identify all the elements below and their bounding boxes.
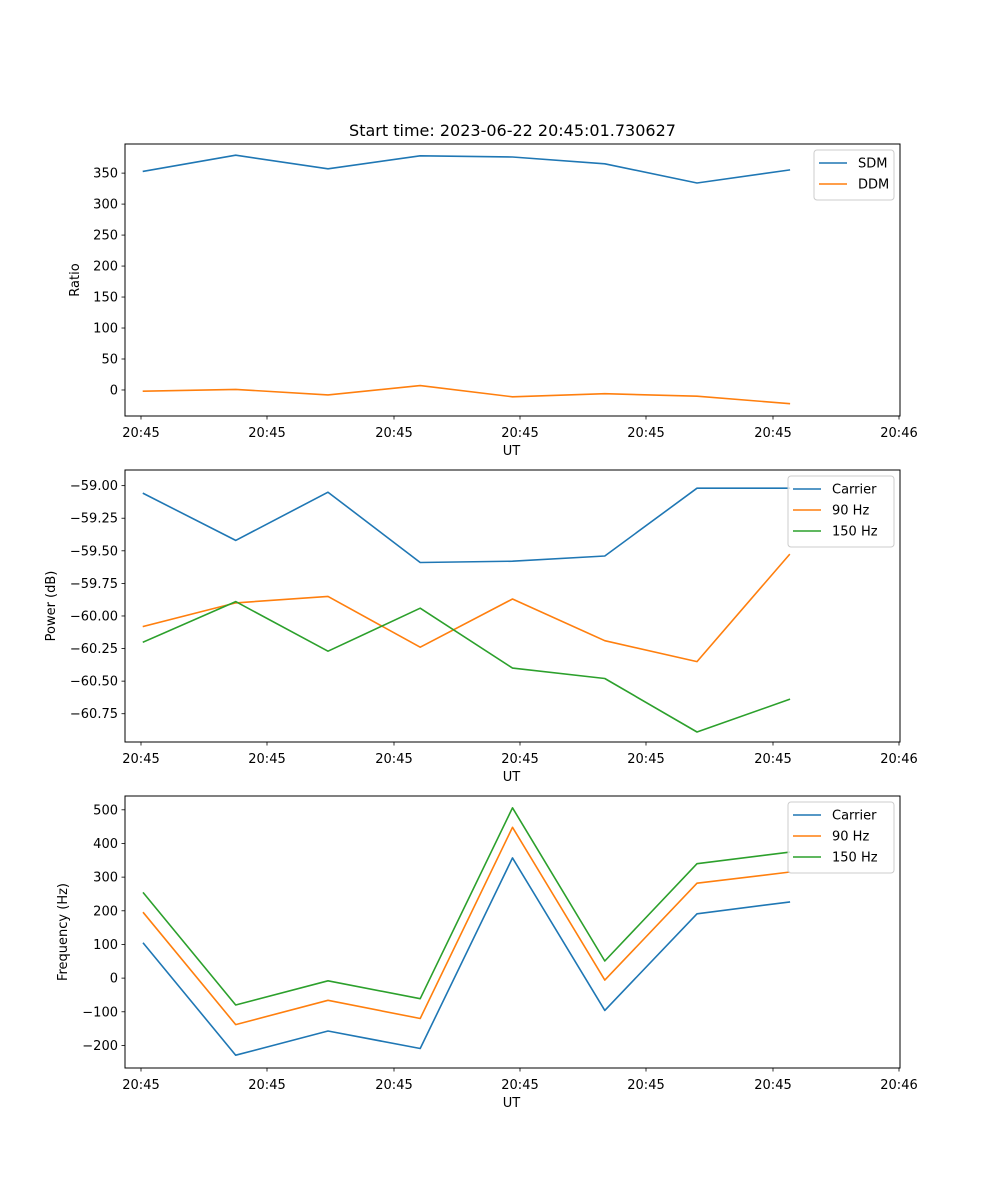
y-axis-label: Ratio xyxy=(68,263,83,296)
y-tick-label: 0 xyxy=(110,383,118,398)
x-tick-label: 20:45 xyxy=(627,426,664,441)
legend-label: 90 Hz xyxy=(832,504,869,519)
x-axis-label: UT xyxy=(503,444,521,459)
x-tick-label: 20:45 xyxy=(501,1078,538,1093)
y-tick-label: −60.75 xyxy=(70,707,118,722)
y-tick-label: −59.00 xyxy=(70,479,118,494)
y-tick-label: −200 xyxy=(82,1039,118,1054)
x-axis-label: UT xyxy=(503,1096,521,1111)
y-tick-label: −60.00 xyxy=(70,609,118,624)
legend: Carrier 90 Hz 150 Hz xyxy=(787,801,895,874)
series-line-sdm xyxy=(142,154,791,184)
legend-label: Carrier xyxy=(832,483,877,498)
x-tick-label: 20:45 xyxy=(501,426,538,441)
axes-frame xyxy=(124,469,901,743)
y-tick-label: 100 xyxy=(93,938,118,953)
legend-label: 90 Hz xyxy=(832,830,869,845)
x-tick-label: 20:45 xyxy=(501,752,538,767)
x-tick-label: 20:45 xyxy=(248,426,285,441)
series-line-90-hz xyxy=(142,553,791,663)
y-axis-label: Frequency (Hz) xyxy=(56,883,71,981)
series-line-90-hz xyxy=(142,826,791,1026)
x-tick-label: 20:45 xyxy=(375,426,412,441)
x-tick-label: 20:45 xyxy=(122,752,159,767)
x-axis-label: UT xyxy=(503,770,521,785)
y-tick-label: −59.50 xyxy=(70,544,118,559)
y-tick-label: 250 xyxy=(93,229,118,244)
x-tick-label: 20:45 xyxy=(627,752,664,767)
y-tick-label: −59.75 xyxy=(70,577,118,592)
legend-label: 150 Hz xyxy=(832,525,878,540)
series-line-150-hz xyxy=(142,806,791,1006)
legend-box xyxy=(787,801,895,874)
legend-box xyxy=(787,475,895,548)
series-line-150-hz xyxy=(142,600,791,733)
x-tick-label: 20:45 xyxy=(248,1078,285,1093)
x-tick-label: 20:46 xyxy=(880,752,917,767)
y-axis-label: Power (dB) xyxy=(44,571,59,642)
y-tick-label: −59.25 xyxy=(70,512,118,527)
x-tick-label: 20:45 xyxy=(122,426,159,441)
legend-label: DDM xyxy=(858,178,889,193)
x-tick-label: 20:45 xyxy=(754,1078,791,1093)
x-tick-label: 20:45 xyxy=(627,1078,664,1093)
series-line-ddm xyxy=(142,384,791,405)
legend-label: 150 Hz xyxy=(832,851,878,866)
legend-label: SDM xyxy=(858,157,887,172)
chart-panel-1: 0 50 100 150 200 250 300 350 20:45 20:45 20:45 20:4… xyxy=(68,121,918,459)
chart-panel-3: −200 −100 0 100 200 300 400 500 20:45 20:45 20:45 2… xyxy=(56,795,918,1111)
y-tick-label: 300 xyxy=(93,871,118,886)
legend: SDM DDM xyxy=(813,149,895,201)
y-tick-label: 200 xyxy=(93,904,118,919)
x-tick-label: 20:46 xyxy=(880,426,917,441)
axes-frame xyxy=(124,795,901,1069)
legend-label: Carrier xyxy=(832,809,877,824)
y-tick-label: 150 xyxy=(93,291,118,306)
y-tick-label: 500 xyxy=(93,803,118,818)
series-line-carrier xyxy=(142,857,791,1056)
y-tick-label: 400 xyxy=(93,837,118,852)
y-tick-label: 350 xyxy=(93,167,118,182)
x-tick-label: 20:45 xyxy=(375,752,412,767)
x-tick-label: 20:45 xyxy=(754,752,791,767)
y-tick-label: −100 xyxy=(82,1005,118,1020)
y-tick-label: 300 xyxy=(93,198,118,213)
axes-frame xyxy=(124,143,901,417)
x-tick-label: 20:46 xyxy=(880,1078,917,1093)
x-tick-label: 20:45 xyxy=(375,1078,412,1093)
y-tick-label: 0 xyxy=(110,972,118,987)
x-tick-label: 20:45 xyxy=(248,752,285,767)
x-tick-label: 20:45 xyxy=(754,426,791,441)
y-tick-label: 100 xyxy=(93,322,118,337)
y-tick-label: 200 xyxy=(93,260,118,275)
chart-title: Start time: 2023-06-22 20:45:01.730627 xyxy=(349,121,676,140)
x-tick-label: 20:45 xyxy=(122,1078,159,1093)
y-tick-label: −60.50 xyxy=(70,675,118,690)
y-tick-label: 50 xyxy=(101,352,118,367)
series-line-carrier xyxy=(142,487,791,564)
y-tick-label: −60.25 xyxy=(70,642,118,657)
chart-panel-2: −59.00 −59.25 −59.50 −59.75 −60.00 −60.25 −60.… xyxy=(44,469,918,785)
legend: Carrier 90 Hz 150 Hz xyxy=(787,475,895,548)
